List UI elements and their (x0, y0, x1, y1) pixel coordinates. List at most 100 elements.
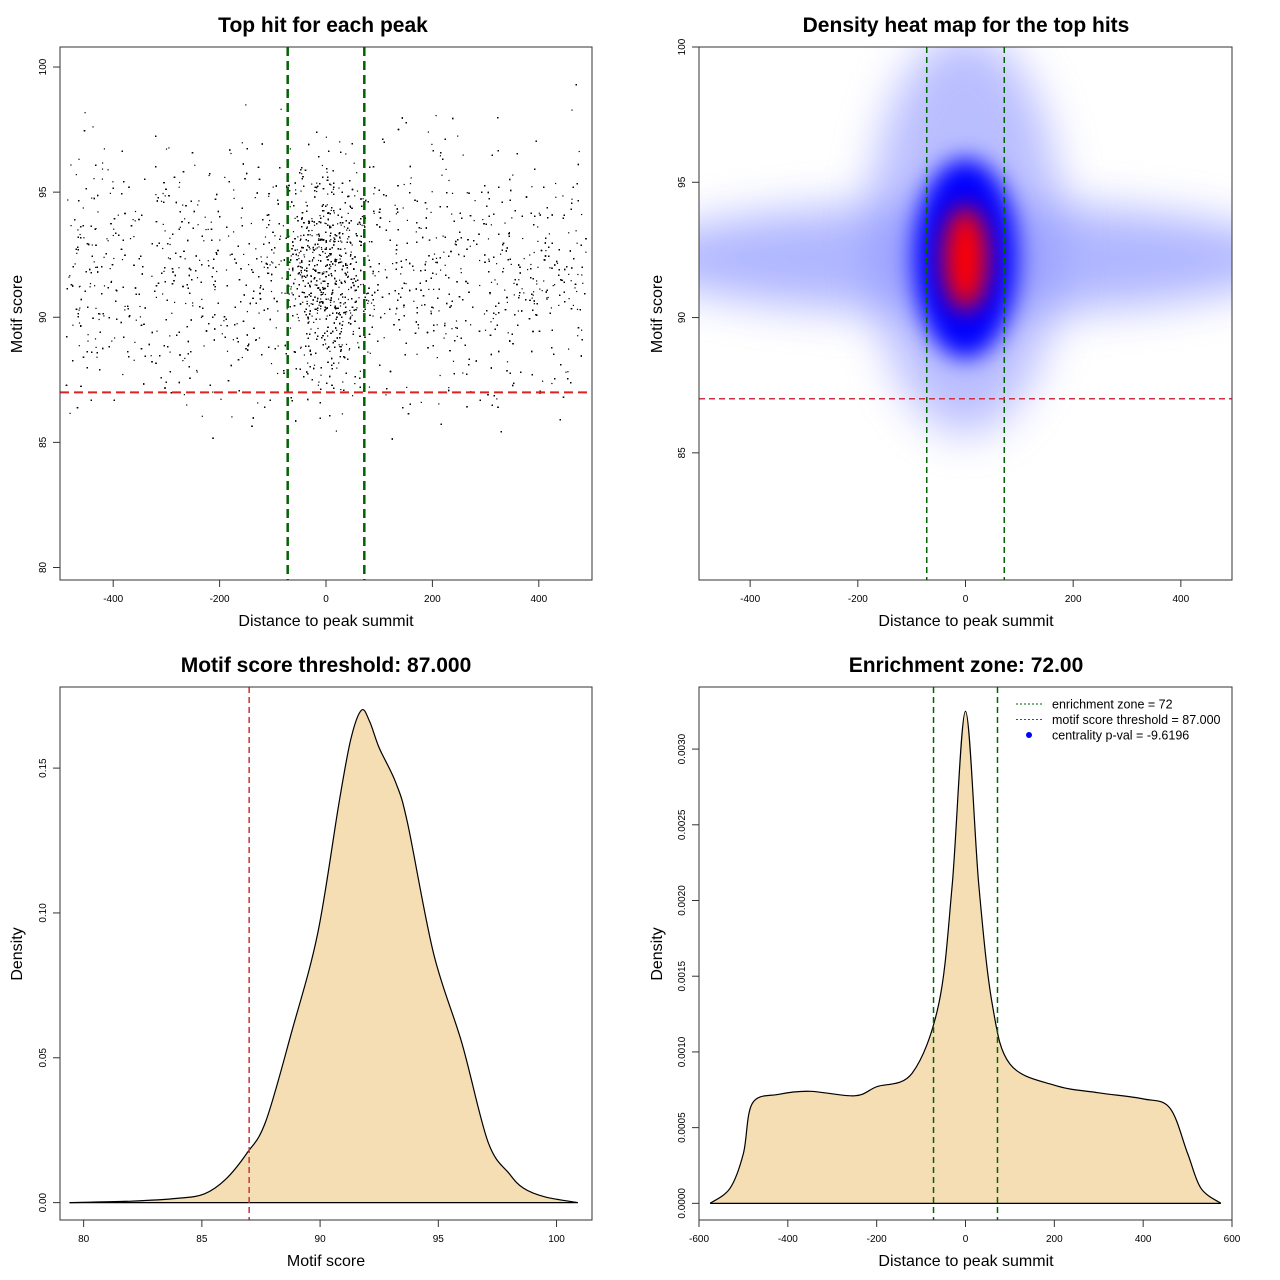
scatter-point (366, 293, 368, 295)
scatter-point (163, 270, 165, 272)
scatter-point (266, 256, 268, 258)
scatter-point (536, 280, 538, 282)
scatter-point (349, 255, 352, 257)
scatter-point (248, 264, 250, 266)
scatter-point (284, 292, 286, 294)
scatter-point (385, 394, 387, 396)
scatter-point (548, 233, 550, 235)
scatter-point (523, 292, 525, 294)
scatter-point (134, 210, 137, 213)
scatter-point (330, 265, 332, 268)
scatter-point (316, 234, 318, 236)
scatter-point (183, 394, 185, 396)
scatter-point (577, 335, 579, 337)
scatter-point (351, 314, 353, 316)
scatter-point (76, 252, 78, 254)
scatter-point (346, 311, 348, 313)
scatter-point (106, 238, 108, 240)
scatter-point (429, 239, 431, 241)
scatter-point (117, 214, 119, 216)
scatter-point (210, 221, 212, 223)
scatter-point (538, 212, 540, 214)
scatter-point (300, 272, 303, 274)
scatter-point (220, 324, 222, 326)
scatter-point (350, 251, 352, 253)
scatter-point (581, 213, 583, 216)
scatter-point (326, 315, 328, 317)
scatter-point (458, 253, 460, 255)
scatter-point (438, 310, 440, 312)
scatter-point (351, 244, 353, 246)
scatter-point (307, 362, 309, 364)
scatter-point (402, 207, 404, 209)
scatter-point (517, 310, 519, 312)
scatter-point (290, 286, 292, 288)
scatter-point (435, 261, 437, 263)
scatter-point (428, 288, 430, 290)
scatter-point (72, 324, 74, 326)
scatter-point (111, 340, 113, 342)
scatter-point (323, 271, 325, 273)
scatter-point (109, 192, 111, 194)
scatter-point (296, 313, 298, 315)
scatter-point (310, 303, 312, 305)
scatter-point (78, 322, 81, 324)
scatter-point (292, 231, 295, 233)
scatter-point (92, 126, 94, 128)
scatter-point (358, 297, 360, 299)
scatter-point (167, 257, 170, 259)
scatter-point (432, 307, 434, 309)
scatter-point (182, 360, 184, 362)
scatter-point (430, 211, 432, 213)
scatter-point (261, 261, 263, 263)
scatter-point (277, 345, 279, 347)
scatter-point (312, 251, 314, 253)
scatter-point (257, 402, 259, 404)
scatter-point (321, 248, 323, 250)
scatter-point (571, 198, 573, 200)
scatter-point (445, 333, 447, 335)
scatter-point (280, 108, 282, 110)
scatter-point (203, 345, 205, 347)
scatter-point (352, 330, 354, 333)
scatter-point (345, 274, 347, 276)
scatter-point (395, 253, 397, 255)
x-axis-label: Distance to peak summit (238, 613, 414, 630)
scatter-point (353, 162, 355, 164)
scatter-point (340, 389, 342, 391)
scatter-point (336, 329, 338, 331)
scatter-point (333, 340, 335, 342)
scatter-point (571, 109, 573, 111)
scatter-point (335, 261, 337, 263)
scatter-point (258, 312, 260, 314)
scatter-point (462, 372, 464, 374)
scatter-point (178, 267, 180, 269)
scatter-point (301, 277, 303, 279)
scatter-point (433, 288, 435, 290)
scatter-point (289, 148, 291, 150)
scatter-point (334, 240, 336, 243)
scatter-point (95, 266, 97, 268)
scatter-point (362, 283, 364, 285)
scatter-point (230, 152, 232, 155)
scatter-point (342, 381, 344, 383)
scatter-point (282, 225, 284, 227)
scatter-point (339, 305, 342, 307)
scatter-point (74, 263, 76, 265)
scatter-point (361, 224, 363, 226)
scatter-point (320, 282, 322, 284)
scatter-point (269, 264, 271, 266)
scatter-point (300, 346, 302, 348)
scatter-point (484, 329, 487, 331)
scatter-point (570, 280, 572, 282)
scatter-point (372, 273, 374, 275)
scatter-point (420, 401, 422, 403)
scatter-point (246, 311, 248, 313)
scatter-point (268, 272, 270, 274)
scatter-point (357, 342, 359, 344)
scatter-point (555, 196, 557, 198)
scatter-point (368, 241, 371, 243)
scatter-point (169, 237, 171, 239)
scatter-point (336, 367, 338, 369)
scatter-point (406, 386, 408, 388)
